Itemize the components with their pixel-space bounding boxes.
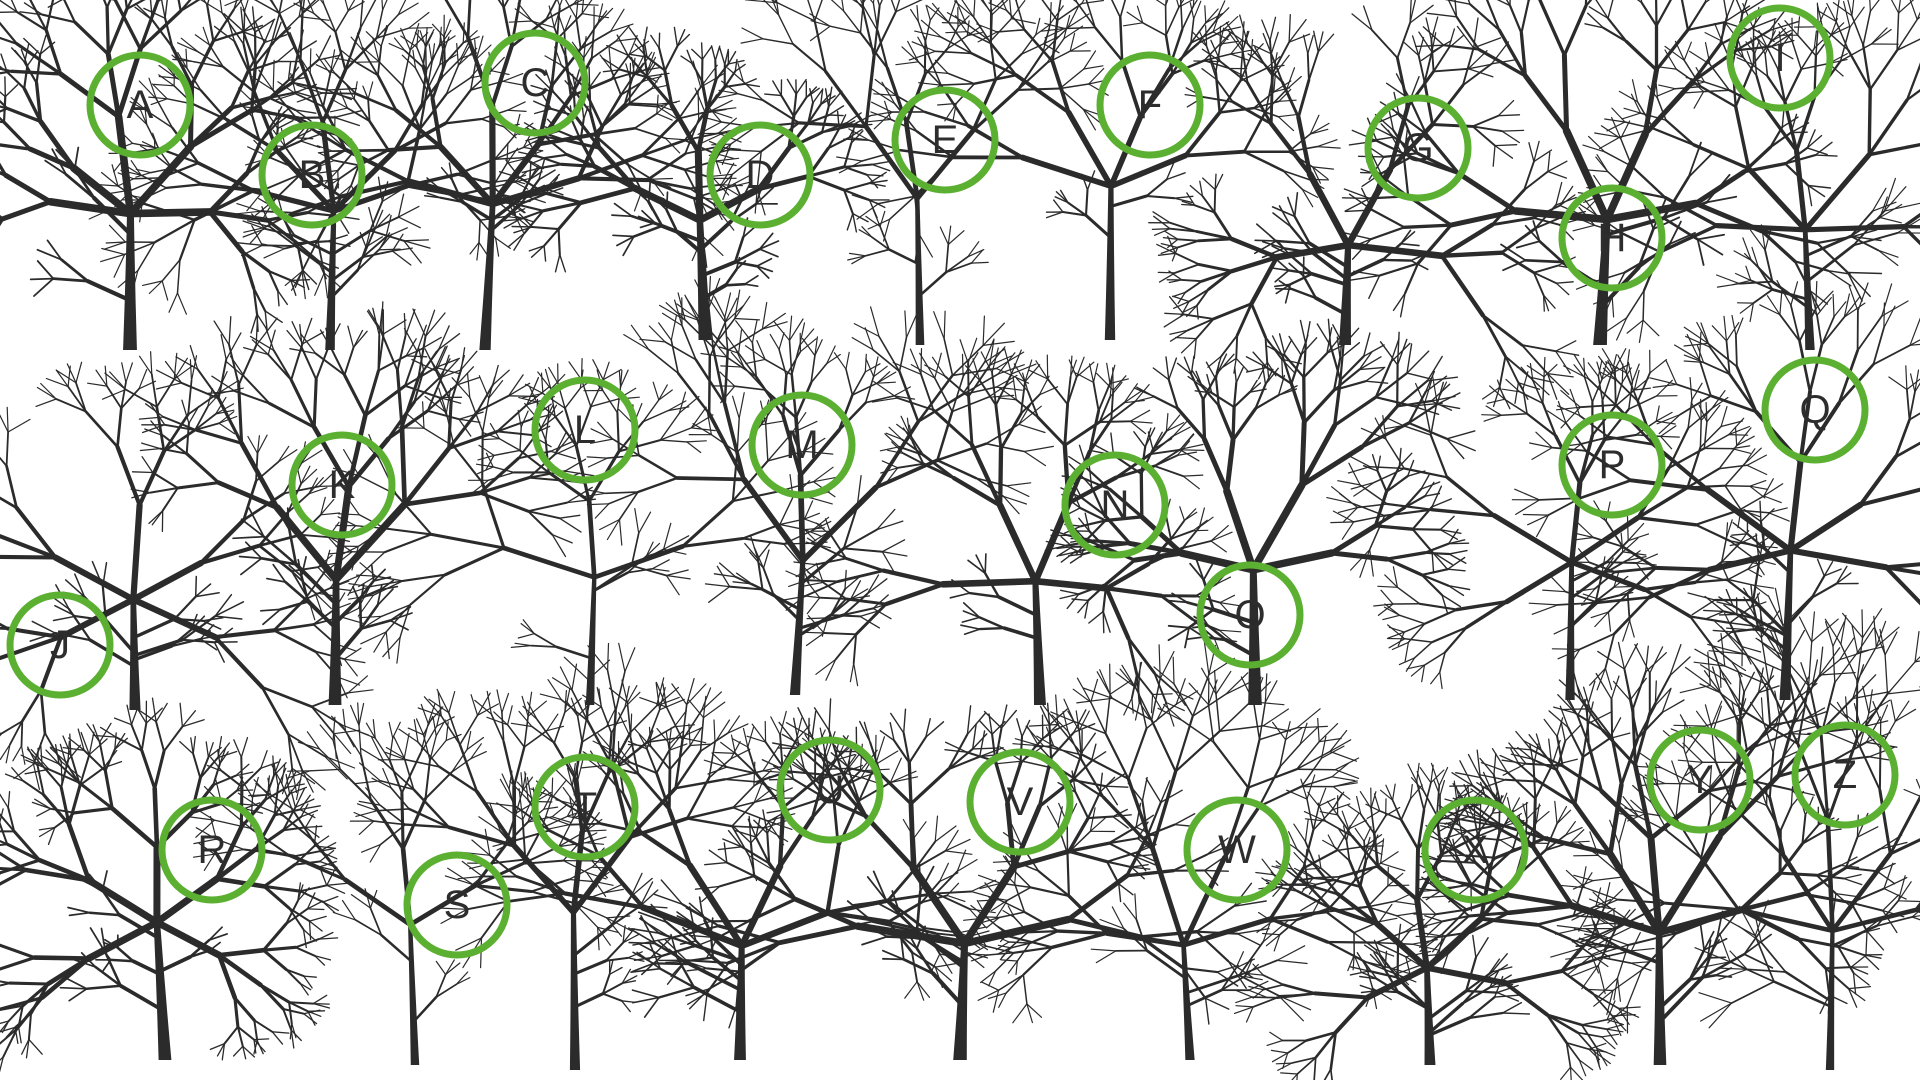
letter-highlight-circle [1761, 356, 1869, 464]
letter-highlight-circle [1096, 51, 1204, 159]
hidden-letter: U [816, 768, 845, 812]
hidden-letter: Z [1833, 753, 1857, 797]
hidden-letter: K [329, 463, 356, 507]
tree-silhouette [349, 642, 796, 1070]
tree-trunk [1032, 581, 1046, 705]
hidden-letter: H [1598, 216, 1627, 260]
tree-silhouette [1550, 587, 1920, 1070]
letter-highlight-circle [288, 431, 396, 539]
hidden-letter: L [574, 408, 596, 452]
letter-highlight-circle [1558, 184, 1666, 292]
tree-silhouette [0, 697, 348, 1073]
hidden-letter: O [1234, 593, 1265, 637]
hidden-letter: C [521, 61, 550, 105]
hidden-letter: G [1402, 126, 1433, 170]
markers-layer: A B C D E F G H I J K L M N O P Q R S T U V W X Y Z [6, 4, 1899, 959]
hidden-letter: S [444, 883, 471, 927]
tree-silhouette [1233, 762, 1655, 1080]
tree-trunk [585, 577, 597, 705]
hidden-letter: P [1599, 443, 1626, 487]
letter-highlight-circle [966, 748, 1074, 856]
letter-highlight-circle [258, 121, 366, 229]
tree-trunk [1593, 219, 1611, 345]
letter-highlight-circle [1726, 4, 1834, 112]
tree-silhouette [958, 639, 1438, 1060]
tree-trunk [915, 198, 925, 345]
tree-trunk [1802, 229, 1815, 350]
hidden-letter: E [932, 118, 959, 162]
letter-highlight-circle [706, 121, 814, 229]
letter-highlight-circle [1646, 726, 1754, 834]
hidden-letter: B [299, 153, 326, 197]
tree-trunk [1104, 186, 1116, 340]
letter-highlight-circle [531, 753, 639, 861]
letter-highlight-circle [1791, 721, 1899, 829]
tree-trunk [1653, 932, 1667, 1065]
letter-highlight-circle [403, 851, 511, 959]
hidden-letter: I [1774, 36, 1785, 80]
letter-highlight-circle [481, 29, 589, 137]
letter-highlight-circle [1421, 796, 1529, 904]
tree-silhouette [1044, 318, 1476, 705]
hidden-letter: F [1138, 83, 1162, 127]
letter-highlight-circle [776, 736, 884, 844]
tree-silhouette [1572, 0, 1920, 350]
tree-trunk [328, 579, 342, 705]
letter-highlight-circle [1196, 561, 1304, 669]
hidden-letter: V [1007, 780, 1034, 824]
tree-trunk [1181, 945, 1195, 1060]
hidden-letter: A [127, 83, 154, 127]
tree-silhouette [836, 0, 1341, 340]
letter-highlight-circle [531, 376, 639, 484]
letter-highlight-circle [1558, 411, 1666, 519]
letter-highlight-circle [891, 86, 999, 194]
letter-highlight-circle [1183, 796, 1291, 904]
letter-highlight-circle [6, 591, 114, 699]
hidden-letter: Q [1799, 388, 1830, 432]
tree-trunk [479, 204, 496, 350]
hidden-letter: D [746, 153, 775, 197]
hidden-letter: M [785, 423, 818, 467]
letter-highlight-circle [86, 51, 194, 159]
letter-highlight-circle [1061, 451, 1169, 559]
letter-highlight-circle [158, 796, 266, 904]
letter-highlight-circle [748, 391, 856, 499]
hidden-letter: R [198, 828, 227, 872]
hidden-letter: T [573, 785, 597, 829]
tree-trunk [569, 912, 581, 1070]
tree-trunk [734, 945, 746, 1060]
tree-trunk [123, 213, 137, 350]
letter-highlight-circle [1364, 94, 1472, 202]
tree-silhouette [0, 0, 363, 350]
tree-silhouette [0, 351, 374, 801]
tree-trunk [1248, 569, 1262, 705]
hidden-letter: Y [1687, 758, 1714, 802]
hidden-letter: J [50, 623, 70, 667]
hidden-letter: W [1218, 828, 1256, 872]
tree-trunk [153, 922, 172, 1060]
hidden-letter: N [1101, 483, 1130, 527]
tree-silhouette [582, 275, 1055, 695]
tree-silhouette [779, 337, 1242, 727]
hidden-letter: X [1462, 828, 1489, 872]
tree-silhouette [1341, 0, 1883, 345]
